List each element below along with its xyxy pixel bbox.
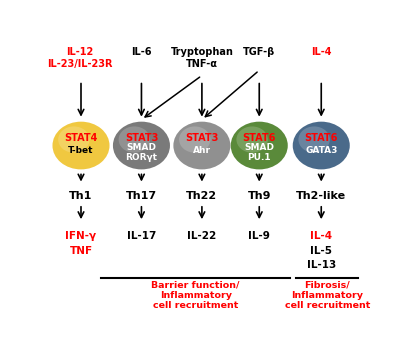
Text: Th22: Th22 bbox=[186, 191, 218, 201]
Circle shape bbox=[231, 122, 288, 170]
Text: RORγt: RORγt bbox=[126, 153, 158, 162]
Text: TNF: TNF bbox=[70, 246, 92, 256]
Circle shape bbox=[119, 126, 150, 153]
Text: Ahr: Ahr bbox=[193, 146, 211, 155]
Text: IL-4: IL-4 bbox=[311, 47, 332, 57]
Text: IL-13: IL-13 bbox=[307, 260, 336, 270]
Text: T-bet: T-bet bbox=[68, 146, 94, 155]
Text: SMAD: SMAD bbox=[244, 144, 274, 152]
Text: IL-22: IL-22 bbox=[187, 232, 216, 241]
Text: Th9: Th9 bbox=[248, 191, 271, 201]
Circle shape bbox=[173, 122, 230, 170]
Circle shape bbox=[293, 122, 350, 170]
Text: STAT4: STAT4 bbox=[64, 133, 98, 143]
Text: IL-12
IL-23/IL-23R: IL-12 IL-23/IL-23R bbox=[47, 47, 112, 68]
Circle shape bbox=[298, 126, 330, 153]
Circle shape bbox=[52, 122, 110, 170]
Circle shape bbox=[113, 122, 170, 170]
Text: SMAD: SMAD bbox=[126, 144, 156, 152]
Text: Th1: Th1 bbox=[69, 191, 93, 201]
Text: GATA3: GATA3 bbox=[305, 146, 338, 155]
Text: Barrier function/
Inflammatory
cell recruitment: Barrier function/ Inflammatory cell recr… bbox=[152, 280, 240, 310]
Text: STAT3: STAT3 bbox=[125, 133, 158, 143]
Text: Fibrosis/
Inflammatory
cell recruitment: Fibrosis/ Inflammatory cell recruitment bbox=[285, 280, 370, 310]
Text: TGF-β: TGF-β bbox=[243, 47, 275, 57]
Text: Th17: Th17 bbox=[126, 191, 157, 201]
Circle shape bbox=[179, 126, 210, 153]
Text: STAT3: STAT3 bbox=[185, 133, 218, 143]
Text: IFN-γ: IFN-γ bbox=[66, 232, 96, 241]
Text: Tryptophan
TNF-α: Tryptophan TNF-α bbox=[170, 47, 233, 68]
Text: IL-17: IL-17 bbox=[127, 232, 156, 241]
Text: STAT6: STAT6 bbox=[304, 133, 338, 143]
Text: IL-5: IL-5 bbox=[310, 246, 332, 256]
Circle shape bbox=[58, 126, 90, 153]
Text: STAT6: STAT6 bbox=[242, 133, 276, 143]
Text: PU.1: PU.1 bbox=[248, 153, 271, 162]
Text: Th2-like: Th2-like bbox=[296, 191, 346, 201]
Circle shape bbox=[236, 126, 268, 153]
Text: IL-9: IL-9 bbox=[248, 232, 270, 241]
Text: IL-4: IL-4 bbox=[310, 232, 332, 241]
Text: IL-6: IL-6 bbox=[131, 47, 152, 57]
